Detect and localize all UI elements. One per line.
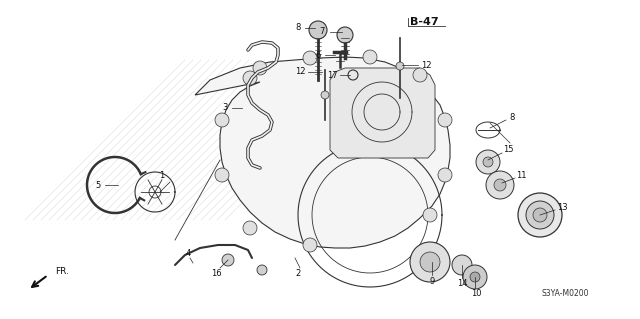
Text: 9: 9	[429, 277, 435, 286]
Polygon shape	[195, 57, 450, 248]
Circle shape	[420, 252, 440, 272]
Circle shape	[494, 179, 506, 191]
Circle shape	[303, 238, 317, 252]
Text: 7: 7	[319, 27, 324, 36]
Text: B-47: B-47	[410, 17, 438, 27]
Circle shape	[303, 51, 317, 65]
Text: 16: 16	[211, 269, 221, 278]
Text: 11: 11	[516, 170, 526, 180]
Text: 10: 10	[471, 288, 481, 298]
Circle shape	[396, 62, 404, 70]
Circle shape	[533, 208, 547, 222]
Circle shape	[438, 113, 452, 127]
Polygon shape	[330, 68, 435, 158]
Text: 14: 14	[457, 279, 467, 288]
Circle shape	[452, 255, 472, 275]
Circle shape	[222, 254, 234, 266]
Text: 1: 1	[159, 170, 164, 180]
Circle shape	[337, 27, 353, 43]
Circle shape	[215, 168, 229, 182]
Text: 15: 15	[503, 145, 513, 154]
Circle shape	[413, 68, 427, 82]
Circle shape	[410, 242, 450, 282]
Circle shape	[253, 61, 267, 75]
Text: 2: 2	[296, 269, 301, 278]
Text: 12: 12	[295, 68, 305, 77]
Circle shape	[423, 208, 437, 222]
Circle shape	[309, 21, 327, 39]
Circle shape	[321, 91, 329, 99]
Text: S3YA-M0200: S3YA-M0200	[541, 288, 589, 298]
Circle shape	[215, 113, 229, 127]
Circle shape	[526, 201, 554, 229]
Circle shape	[438, 168, 452, 182]
Text: 17: 17	[326, 70, 337, 79]
Text: 13: 13	[557, 203, 567, 211]
Text: 8: 8	[509, 113, 515, 122]
Text: 3: 3	[222, 103, 228, 113]
Circle shape	[518, 193, 562, 237]
Circle shape	[470, 272, 480, 282]
Circle shape	[363, 50, 377, 64]
Text: 5: 5	[95, 181, 100, 189]
Circle shape	[483, 157, 493, 167]
Circle shape	[486, 171, 514, 199]
Circle shape	[243, 221, 257, 235]
Circle shape	[463, 265, 487, 289]
Text: 4: 4	[186, 249, 191, 257]
Circle shape	[257, 265, 267, 275]
Circle shape	[476, 150, 500, 174]
Text: 12: 12	[420, 61, 431, 70]
Text: 8: 8	[295, 24, 301, 33]
Circle shape	[243, 71, 257, 85]
Text: 6: 6	[316, 50, 321, 60]
Text: FR.: FR.	[55, 268, 69, 277]
